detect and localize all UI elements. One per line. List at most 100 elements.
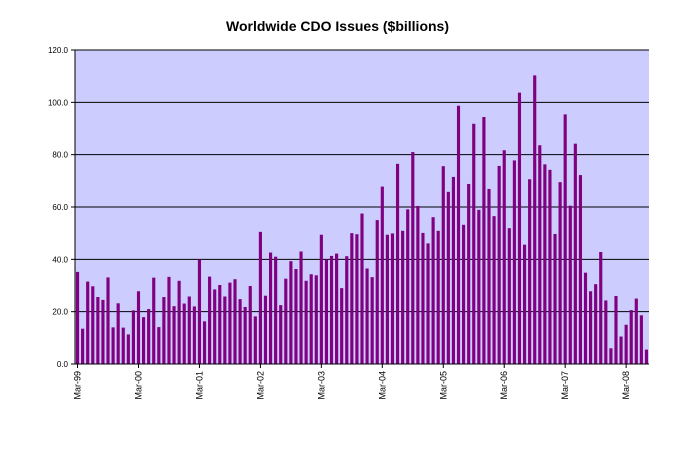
bar xyxy=(106,277,110,364)
x-axis-tick-labels: Mar-99 Mar-00 Mar-01 Mar-02 Mar-03 Mar-04 Mar-… xyxy=(73,371,632,400)
bar xyxy=(594,284,598,364)
bar xyxy=(324,259,329,364)
bar xyxy=(274,256,278,364)
bar xyxy=(228,282,232,364)
bar xyxy=(573,143,577,364)
bar xyxy=(202,321,207,364)
bar xyxy=(126,334,130,364)
bar xyxy=(319,234,323,364)
bar xyxy=(390,233,395,364)
bar xyxy=(477,209,481,364)
bar xyxy=(456,105,461,365)
bar xyxy=(629,310,633,364)
bar xyxy=(91,286,95,364)
bar xyxy=(365,268,369,364)
bar xyxy=(147,309,151,364)
bar xyxy=(487,188,491,364)
bar xyxy=(492,216,496,364)
y-tick-label: 120.0 xyxy=(48,46,69,55)
bar xyxy=(411,152,415,364)
y-tick-label: 80.0 xyxy=(52,151,68,160)
bar xyxy=(401,230,405,364)
bar xyxy=(192,306,196,364)
bar xyxy=(96,297,100,364)
y-tick-label: 40.0 xyxy=(52,255,68,264)
x-tick-label: Mar-08 xyxy=(621,371,631,400)
x-tick-label: Mar-06 xyxy=(499,371,509,400)
x-tick-label: Mar-04 xyxy=(377,371,387,400)
bar xyxy=(482,116,486,364)
bar xyxy=(197,259,202,364)
bar xyxy=(370,277,374,364)
bar xyxy=(253,316,257,364)
x-tick-label: Mar-01 xyxy=(194,371,204,400)
bar xyxy=(467,183,471,364)
x-tick-label: Mar-07 xyxy=(560,371,570,400)
bar xyxy=(355,234,359,364)
bar xyxy=(568,205,572,364)
bar xyxy=(350,233,354,364)
bar xyxy=(395,163,400,364)
bar xyxy=(446,191,450,364)
bar xyxy=(634,298,638,364)
y-tick-label: 20.0 xyxy=(52,308,68,317)
x-tick-label: Mar-00 xyxy=(133,371,143,400)
bar xyxy=(258,231,262,364)
bar xyxy=(599,252,603,364)
bar xyxy=(289,261,293,364)
bar xyxy=(558,182,562,364)
bar xyxy=(462,224,466,364)
bar xyxy=(441,166,445,364)
bar xyxy=(299,251,303,364)
bar xyxy=(380,186,384,364)
bar xyxy=(517,92,522,364)
bar xyxy=(497,165,501,364)
bar xyxy=(385,234,389,364)
bar xyxy=(75,271,80,364)
bar xyxy=(238,299,242,364)
bar xyxy=(639,315,643,364)
bar xyxy=(304,280,308,364)
bar xyxy=(416,205,420,364)
y-axis-tick-labels: 0.0 20.0 40.0 60.0 80.0 100.0 120.0 xyxy=(48,46,69,369)
bar xyxy=(340,288,344,364)
bar xyxy=(406,209,410,364)
bar xyxy=(522,244,527,364)
bar xyxy=(329,255,334,364)
bar xyxy=(157,327,161,364)
bar xyxy=(512,160,516,364)
bar xyxy=(644,349,649,364)
chart-title: Worldwide CDO Issues ($billions) xyxy=(226,18,449,34)
bar xyxy=(436,230,440,364)
bar xyxy=(136,291,141,364)
bar xyxy=(548,169,552,364)
bar xyxy=(589,291,593,364)
bar xyxy=(218,284,222,364)
bar xyxy=(472,123,476,364)
bar xyxy=(583,272,588,364)
bar xyxy=(360,213,364,364)
bar xyxy=(121,327,125,364)
bar xyxy=(223,296,227,364)
bar xyxy=(543,164,547,364)
bars xyxy=(75,75,649,365)
bar xyxy=(624,324,628,364)
bar xyxy=(116,303,120,364)
bar xyxy=(609,348,613,364)
bar xyxy=(162,297,166,364)
bar xyxy=(213,289,217,364)
bar xyxy=(335,253,339,364)
bar xyxy=(233,279,237,364)
bar xyxy=(619,336,623,364)
bar xyxy=(187,296,191,364)
bar xyxy=(182,303,186,364)
bar xyxy=(152,277,156,364)
bar xyxy=(177,280,181,364)
bar xyxy=(426,243,430,364)
bar xyxy=(86,281,90,364)
bar xyxy=(533,75,537,365)
bar xyxy=(309,274,313,364)
bar xyxy=(538,145,542,364)
bar xyxy=(142,317,146,364)
